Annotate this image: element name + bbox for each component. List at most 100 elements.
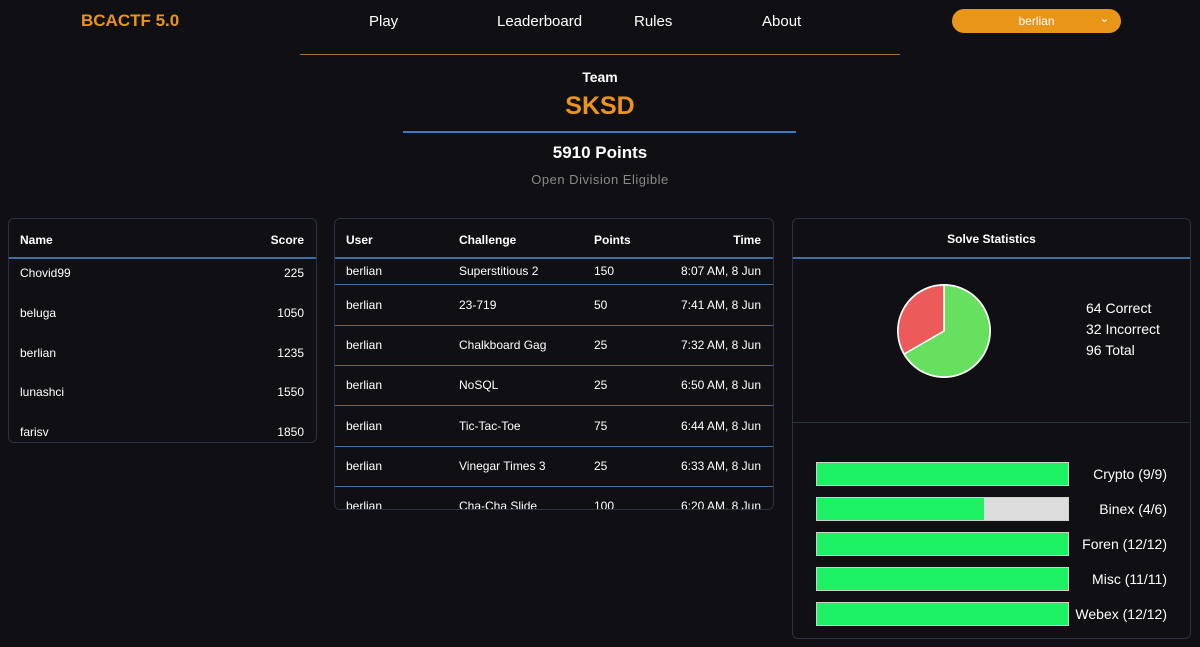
column-header-name: Name xyxy=(20,233,53,247)
solve-user[interactable]: berlian xyxy=(346,378,383,392)
solve-row[interactable]: berlian Tic-Tac-Toe 75 6:44 AM, 8 Jun xyxy=(335,407,773,447)
member-row[interactable]: lunashci 1550 xyxy=(9,379,316,419)
user-menu-button[interactable]: berlian ⌄ xyxy=(952,9,1121,33)
member-row[interactable]: beluga 1050 xyxy=(9,300,316,340)
solves-table[interactable]: User Challenge Points Time berlian Super… xyxy=(334,218,774,510)
member-score: 1050 xyxy=(277,306,304,320)
solve-challenge[interactable]: Chalkboard Gag xyxy=(459,338,547,352)
nav-leaderboard[interactable]: Leaderboard xyxy=(497,13,583,30)
column-header-score: Score xyxy=(270,233,304,247)
solve-challenge[interactable]: Tic-Tac-Toe xyxy=(459,419,521,433)
progress-bar-track xyxy=(816,462,1069,486)
category-bar-row: Binex (4/6) xyxy=(793,497,1190,525)
solve-time: 6:20 AM, 8 Jun xyxy=(680,499,761,510)
category-bar-row: Misc (11/11) xyxy=(793,567,1190,595)
column-header-time: Time xyxy=(733,233,761,247)
stats-summary: 64 Correct 32 Incorrect 96 Total xyxy=(793,261,1190,423)
column-header-challenge: Challenge xyxy=(459,233,517,247)
nav-play[interactable]: Play xyxy=(369,13,399,30)
category-bar-row: Webex (12/12) xyxy=(793,602,1190,630)
team-points: 5910 Points xyxy=(552,143,648,162)
solve-row[interactable]: berlian Chalkboard Gag 25 7:32 AM, 8 Jun xyxy=(335,326,773,366)
member-score: 225 xyxy=(283,266,304,280)
solve-row[interactable]: berlian Superstitious 2 150 8:07 AM, 8 J… xyxy=(335,261,773,285)
user-menu-label: berlian xyxy=(1018,14,1055,28)
solve-challenge[interactable]: 23-719 xyxy=(459,298,497,312)
solve-row[interactable]: berlian 23-719 50 7:41 AM, 8 Jun xyxy=(335,286,773,326)
solve-points: 75 xyxy=(594,419,608,433)
member-score: 1850 xyxy=(277,425,304,439)
member-row[interactable]: berlian 1235 xyxy=(9,340,316,380)
members-table: Name Score Chovid99 225 beluga 1050 berl… xyxy=(8,218,317,443)
solve-user[interactable]: berlian xyxy=(346,459,383,473)
solve-time: 6:44 AM, 8 Jun xyxy=(680,419,761,433)
member-score: 1550 xyxy=(277,385,304,399)
pie-slice-correct xyxy=(903,284,991,378)
chevron-down-icon: ⌄ xyxy=(1099,13,1109,25)
members-header: Name Score xyxy=(9,219,316,259)
member-name: berlian xyxy=(20,346,57,360)
column-header-points: Points xyxy=(594,233,631,247)
category-bar-row: Crypto (9/9) xyxy=(793,462,1190,490)
solve-user[interactable]: berlian xyxy=(346,264,383,278)
solve-user[interactable]: berlian xyxy=(346,338,383,352)
progress-bar-track xyxy=(816,497,1069,521)
progress-bar-fill xyxy=(817,568,1068,590)
column-header-user: User xyxy=(346,233,373,247)
solve-points: 150 xyxy=(594,264,615,278)
stat-correct: 64 Correct xyxy=(1086,300,1152,316)
solves-header: User Challenge Points Time xyxy=(335,219,773,259)
team-name: SKSD xyxy=(565,92,635,120)
pie-slice-incorrect xyxy=(897,284,945,356)
member-row[interactable]: farisv 1850 xyxy=(9,419,316,442)
solve-row[interactable]: berlian Cha-Cha Slide 100 6:20 AM, 8 Jun xyxy=(335,487,773,510)
solve-challenge[interactable]: Vinegar Times 3 xyxy=(459,459,546,473)
team-divider xyxy=(403,131,796,133)
progress-bar-fill xyxy=(817,463,1068,485)
solve-points: 25 xyxy=(594,378,608,392)
progress-bar-track xyxy=(816,602,1069,626)
member-name: Chovid99 xyxy=(20,266,71,280)
progress-bar-track xyxy=(816,567,1069,591)
solve-row[interactable]: berlian NoSQL 25 6:50 AM, 8 Jun xyxy=(335,366,773,406)
stat-incorrect: 32 Incorrect xyxy=(1086,321,1160,337)
member-name: farisv xyxy=(20,425,49,439)
solve-points: 50 xyxy=(594,298,608,312)
progress-bar-track xyxy=(816,532,1069,556)
nav-divider xyxy=(300,54,900,55)
progress-bar-fill xyxy=(817,533,1068,555)
solve-pie-chart xyxy=(897,284,991,378)
solve-challenge[interactable]: Cha-Cha Slide xyxy=(459,499,538,510)
stats-header: Solve Statistics xyxy=(793,219,1190,259)
solve-row[interactable]: berlian Vinegar Times 3 25 6:33 AM, 8 Ju… xyxy=(335,447,773,487)
solves-scroll-area[interactable]: berlian Superstitious 2 150 8:07 AM, 8 J… xyxy=(335,261,773,510)
stats-title: Solve Statistics xyxy=(947,232,1036,246)
category-label: Misc (11/11) xyxy=(1092,571,1167,587)
solve-time: 7:32 AM, 8 Jun xyxy=(680,338,761,352)
solve-challenge[interactable]: Superstitious 2 xyxy=(459,264,539,278)
progress-bar-fill xyxy=(817,498,985,520)
category-label: Crypto (9/9) xyxy=(1093,466,1167,482)
solve-time: 7:41 AM, 8 Jun xyxy=(680,298,761,312)
solve-user[interactable]: berlian xyxy=(346,499,383,510)
solve-user[interactable]: berlian xyxy=(346,298,383,312)
solve-challenge[interactable]: NoSQL xyxy=(459,378,499,392)
brand-logo[interactable]: BCACTF 5.0 xyxy=(81,11,180,30)
member-name: lunashci xyxy=(20,385,65,399)
category-label: Foren (12/12) xyxy=(1082,536,1167,552)
solve-user[interactable]: berlian xyxy=(346,419,383,433)
member-score: 1235 xyxy=(277,346,304,360)
solve-points: 100 xyxy=(594,499,615,510)
member-name: beluga xyxy=(20,306,57,320)
nav-about[interactable]: About xyxy=(762,13,802,30)
category-bar-row: Foren (12/12) xyxy=(793,532,1190,560)
solve-time: 6:33 AM, 8 Jun xyxy=(680,459,761,473)
member-row[interactable]: Chovid99 225 xyxy=(9,260,316,300)
nav-rules[interactable]: Rules xyxy=(634,13,673,30)
stat-total: 96 Total xyxy=(1086,342,1135,358)
category-label: Webex (12/12) xyxy=(1075,606,1167,622)
team-division: Open Division Eligible xyxy=(531,172,669,187)
solve-time: 6:50 AM, 8 Jun xyxy=(680,378,761,392)
solve-points: 25 xyxy=(594,459,608,473)
solve-time: 8:07 AM, 8 Jun xyxy=(680,264,761,278)
